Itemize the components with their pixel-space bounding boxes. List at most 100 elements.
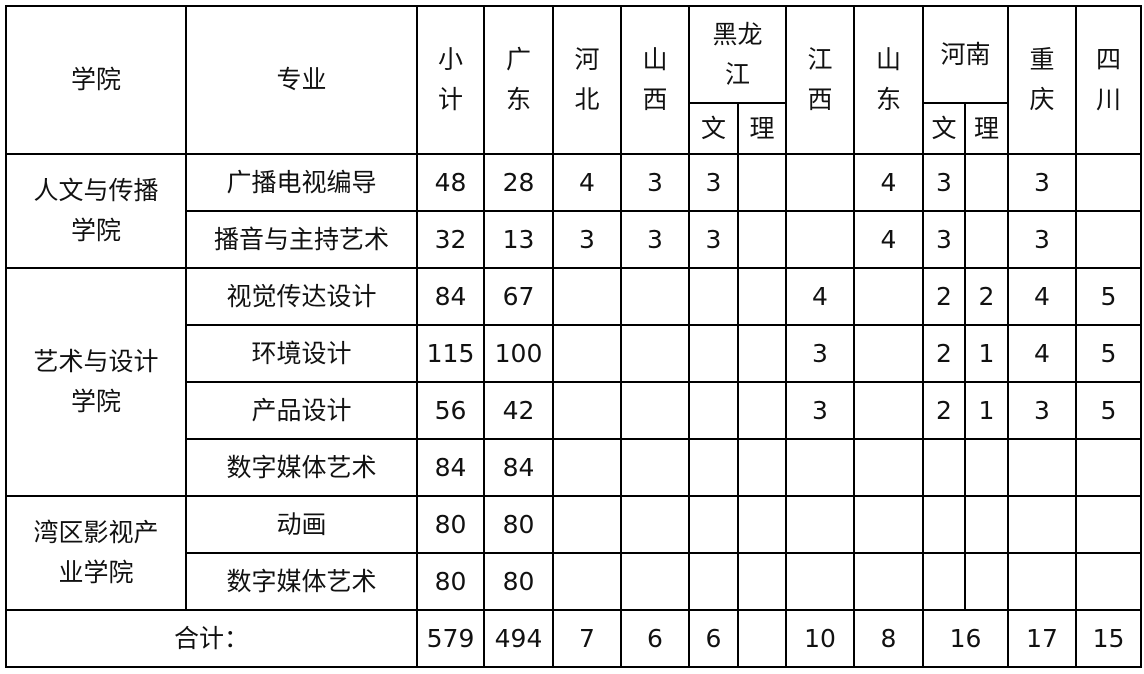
value-cell [922,552,966,611]
value-cell: 2 [922,267,966,326]
value-cell: 5 [1075,324,1142,383]
value-cell [688,552,739,611]
value-cell: 84 [416,267,485,326]
value-cell: 42 [483,381,554,440]
value-cell [1075,438,1142,497]
table-row: 数字媒体艺术 80 80 [6,552,1142,611]
value-cell: 3 [922,210,966,269]
value-cell [737,153,787,212]
table-row: 艺术与设计 学院 视觉传达设计 84 67 4 2 2 4 5 [5,267,1142,497]
value-cell: 28 [483,153,554,212]
value-cell [1075,495,1142,554]
value-cell: 4 [1007,324,1077,383]
major-cell: 环境设计 [185,324,418,383]
table-row: 播音与主持艺术 32 13 3 3 3 4 3 3 [6,210,1142,269]
value-cell [853,381,924,440]
value-cell: 3 [922,153,966,212]
header-subtotal: 小计 [416,5,485,155]
value-cell: 56 [416,381,485,440]
value-cell [964,438,1009,497]
total-cell: 15 [1075,609,1142,668]
value-cell [552,552,622,611]
value-cell: 3 [1007,381,1077,440]
value-cell [785,438,855,497]
total-cell: 7 [552,609,622,668]
value-cell [1007,495,1077,554]
value-cell [964,210,1009,269]
value-cell [853,438,924,497]
table-row: 湾区影视产 业学院 动画 80 80 [5,495,1142,611]
value-cell [620,324,690,383]
value-cell [620,438,690,497]
value-cell: 4 [552,153,622,212]
total-row: 合计： 579 494 7 6 6 10 8 16 17 15 [5,609,1142,668]
value-cell [688,267,739,326]
college-cell: 人文与传播 学院 [5,153,187,269]
value-cell [785,210,855,269]
header-province: 河南 [922,5,1009,104]
header-subcolumn: 理 [737,102,787,155]
header-province: 山东 [853,5,924,155]
value-cell [922,438,966,497]
value-cell: 48 [416,153,485,212]
header-subcolumn: 文 [922,102,966,155]
value-cell: 3 [552,210,622,269]
total-cell: 494 [483,609,554,668]
header-subcolumn: 理 [964,102,1009,155]
total-cell: 6 [688,609,739,668]
value-cell: 3 [688,210,739,269]
header-province: 江西 [785,5,855,155]
value-cell: 3 [785,381,855,440]
value-cell [922,495,966,554]
value-cell [737,267,787,326]
header-college: 学院 [5,5,187,155]
value-cell [1075,153,1142,212]
value-cell [688,495,739,554]
value-cell: 3 [620,153,690,212]
value-cell: 4 [1007,267,1077,326]
value-cell: 2 [964,267,1009,326]
major-cell: 动画 [185,495,418,554]
header-province: 四川 [1075,5,1142,155]
value-cell: 80 [416,495,485,554]
value-cell [552,267,622,326]
total-cell: 6 [620,609,690,668]
value-cell [785,495,855,554]
value-cell: 13 [483,210,554,269]
major-cell: 视觉传达设计 [185,267,418,326]
header-province: 广东 [483,5,554,155]
value-cell: 67 [483,267,554,326]
value-cell: 80 [483,495,554,554]
value-cell: 4 [785,267,855,326]
value-cell [688,324,739,383]
total-cell [737,609,787,668]
value-cell: 80 [416,552,485,611]
value-cell [737,324,787,383]
value-cell: 2 [922,381,966,440]
value-cell [785,153,855,212]
header-province: 山西 [620,5,690,155]
table-row: 环境设计 115 100 3 2 1 4 5 [6,324,1142,383]
header-subcolumn: 文 [688,102,739,155]
major-cell: 产品设计 [185,381,418,440]
value-cell: 3 [785,324,855,383]
value-cell [737,495,787,554]
enrollment-table: 学院 专业小计广东河北山西黑龙江江西山东河南重庆四川文理文理人文与传播 学院 广播电视… [5,5,1142,668]
header-province: 重庆 [1007,5,1077,155]
value-cell [853,552,924,611]
table-row: 人文与传播 学院 广播电视编导 48 28 4 3 3 4 3 3 [5,153,1142,269]
value-cell [737,552,787,611]
value-cell [620,267,690,326]
value-cell: 115 [416,324,485,383]
value-cell: 84 [483,438,554,497]
value-cell: 100 [483,324,554,383]
total-cell: 17 [1007,609,1077,668]
value-cell [1075,552,1142,611]
value-cell [1007,438,1077,497]
major-cell: 播音与主持艺术 [185,210,418,269]
total-cell: 10 [785,609,855,668]
value-cell: 3 [1007,210,1077,269]
value-cell [964,552,1009,611]
value-cell [620,381,690,440]
value-cell [620,495,690,554]
